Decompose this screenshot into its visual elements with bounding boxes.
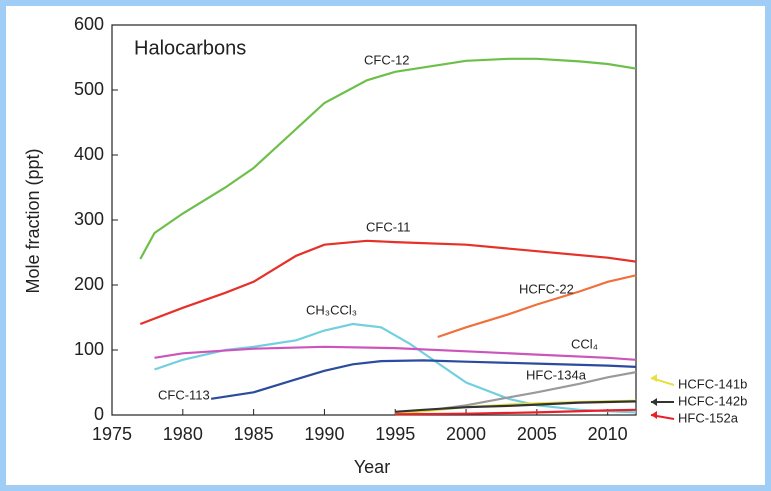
series-line (154, 322, 637, 414)
series-label: CCl₄ (571, 336, 598, 351)
y-tick-label: 300 (74, 209, 104, 229)
series-line (395, 400, 637, 413)
y-tick-label: 100 (74, 339, 104, 359)
x-tick-label: 1995 (375, 424, 415, 444)
series-label: HCFC-141b (678, 376, 747, 391)
chart: Halocarbons Year Mole fraction (ppt) 0 10… (23, 14, 748, 477)
series-line (154, 345, 637, 361)
series-label: HFC-134a (526, 367, 587, 382)
arrow-head (651, 398, 657, 406)
y-tick-label: 600 (74, 14, 104, 34)
x-tick-label: 2010 (588, 424, 628, 444)
arrow-head (651, 374, 657, 382)
y-tick-label: 200 (74, 274, 104, 294)
x-axis-title: Year (354, 457, 390, 477)
x-tick-label: 1990 (304, 424, 344, 444)
chart-title: Halocarbons (134, 37, 246, 59)
series-label: CFC-12 (364, 52, 410, 67)
series-label: HCFC-142b (678, 393, 747, 408)
y-tick-label: 400 (74, 144, 104, 164)
x-tick-label: 1975 (92, 424, 132, 444)
series-label: HCFC-22 (519, 281, 574, 296)
series-line (139, 57, 637, 260)
series-label: CFC-113 (158, 387, 210, 402)
series-label: CFC-11 (366, 219, 411, 234)
series-label: CH₃CCl₃ (306, 302, 357, 317)
series-line (210, 359, 637, 400)
x-tick-label: 2005 (517, 424, 557, 444)
y-axis-title: Mole fraction (ppt) (23, 148, 43, 293)
series-line (139, 239, 637, 326)
series-label: HFC-152a (678, 410, 739, 425)
x-tick-label: 1985 (234, 424, 274, 444)
x-tick-label: 2000 (446, 424, 486, 444)
x-tick-label: 1980 (163, 424, 203, 444)
series-line (395, 371, 637, 415)
arrow-head (651, 411, 657, 419)
series-line (395, 408, 637, 416)
y-tick-label: 500 (74, 79, 104, 99)
series-line (437, 274, 637, 339)
y-tick-label: 0 (94, 404, 104, 424)
